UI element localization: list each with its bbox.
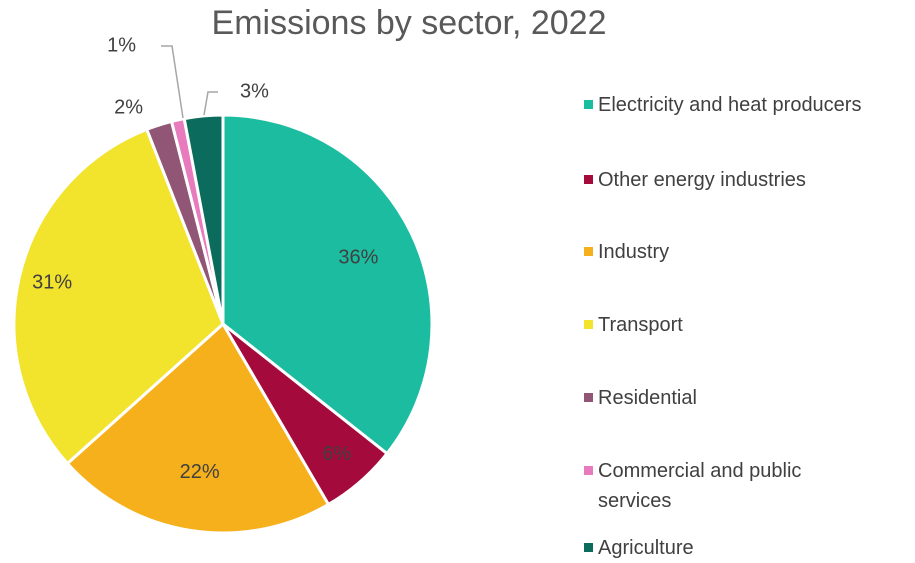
legend-swatch bbox=[584, 466, 593, 475]
leader-line-6 bbox=[161, 45, 184, 119]
data-label-4: 31% bbox=[32, 272, 72, 294]
pie-slice-4 bbox=[12, 127, 225, 466]
legend-swatch bbox=[584, 175, 593, 184]
legend-swatch bbox=[584, 247, 593, 256]
legend-swatch bbox=[584, 543, 593, 552]
chart-title: Emissions by sector, 2022 bbox=[211, 4, 607, 42]
legend-label: Other energy industries bbox=[598, 169, 806, 191]
legend-swatch bbox=[584, 393, 593, 402]
data-label-3: 22% bbox=[180, 461, 220, 483]
legend-label: Industry bbox=[598, 241, 670, 263]
pie-slice-7 bbox=[182, 113, 225, 326]
data-label-5: 2% bbox=[114, 96, 143, 118]
data-label-7: 3% bbox=[240, 80, 269, 102]
legend-item-3: Industry bbox=[584, 237, 908, 267]
data-labels: 36% 6% 22% 31% 2% 1% 3% bbox=[32, 34, 378, 483]
legend-swatch bbox=[584, 100, 593, 109]
legend-label: Agriculture bbox=[598, 537, 694, 559]
legend-item-1: Electricity and heat producers bbox=[584, 90, 908, 120]
legend-item-2: Other energy industries bbox=[584, 165, 908, 195]
legend-item-5: Residential bbox=[584, 383, 908, 413]
pie-slice-1 bbox=[221, 113, 434, 456]
leader-line-7 bbox=[203, 91, 218, 116]
data-label-1: 36% bbox=[338, 247, 378, 269]
data-label-2: 6% bbox=[322, 443, 351, 465]
legend-item-6: Commercial and public services bbox=[584, 456, 848, 516]
legend-label: Residential bbox=[598, 387, 697, 409]
pie-slice-3 bbox=[65, 322, 330, 535]
data-label-6: 1% bbox=[107, 34, 136, 56]
legend-item-7: Agriculture bbox=[584, 533, 908, 563]
legend-label: Transport bbox=[598, 314, 683, 336]
leader-lines bbox=[161, 45, 218, 119]
legend-swatch bbox=[584, 320, 593, 329]
legend-label: Electricity and heat producers bbox=[598, 94, 862, 116]
legend-item-4: Transport bbox=[584, 310, 908, 340]
legend-label: Commercial and public services bbox=[598, 460, 802, 512]
pie-slices bbox=[12, 113, 434, 535]
